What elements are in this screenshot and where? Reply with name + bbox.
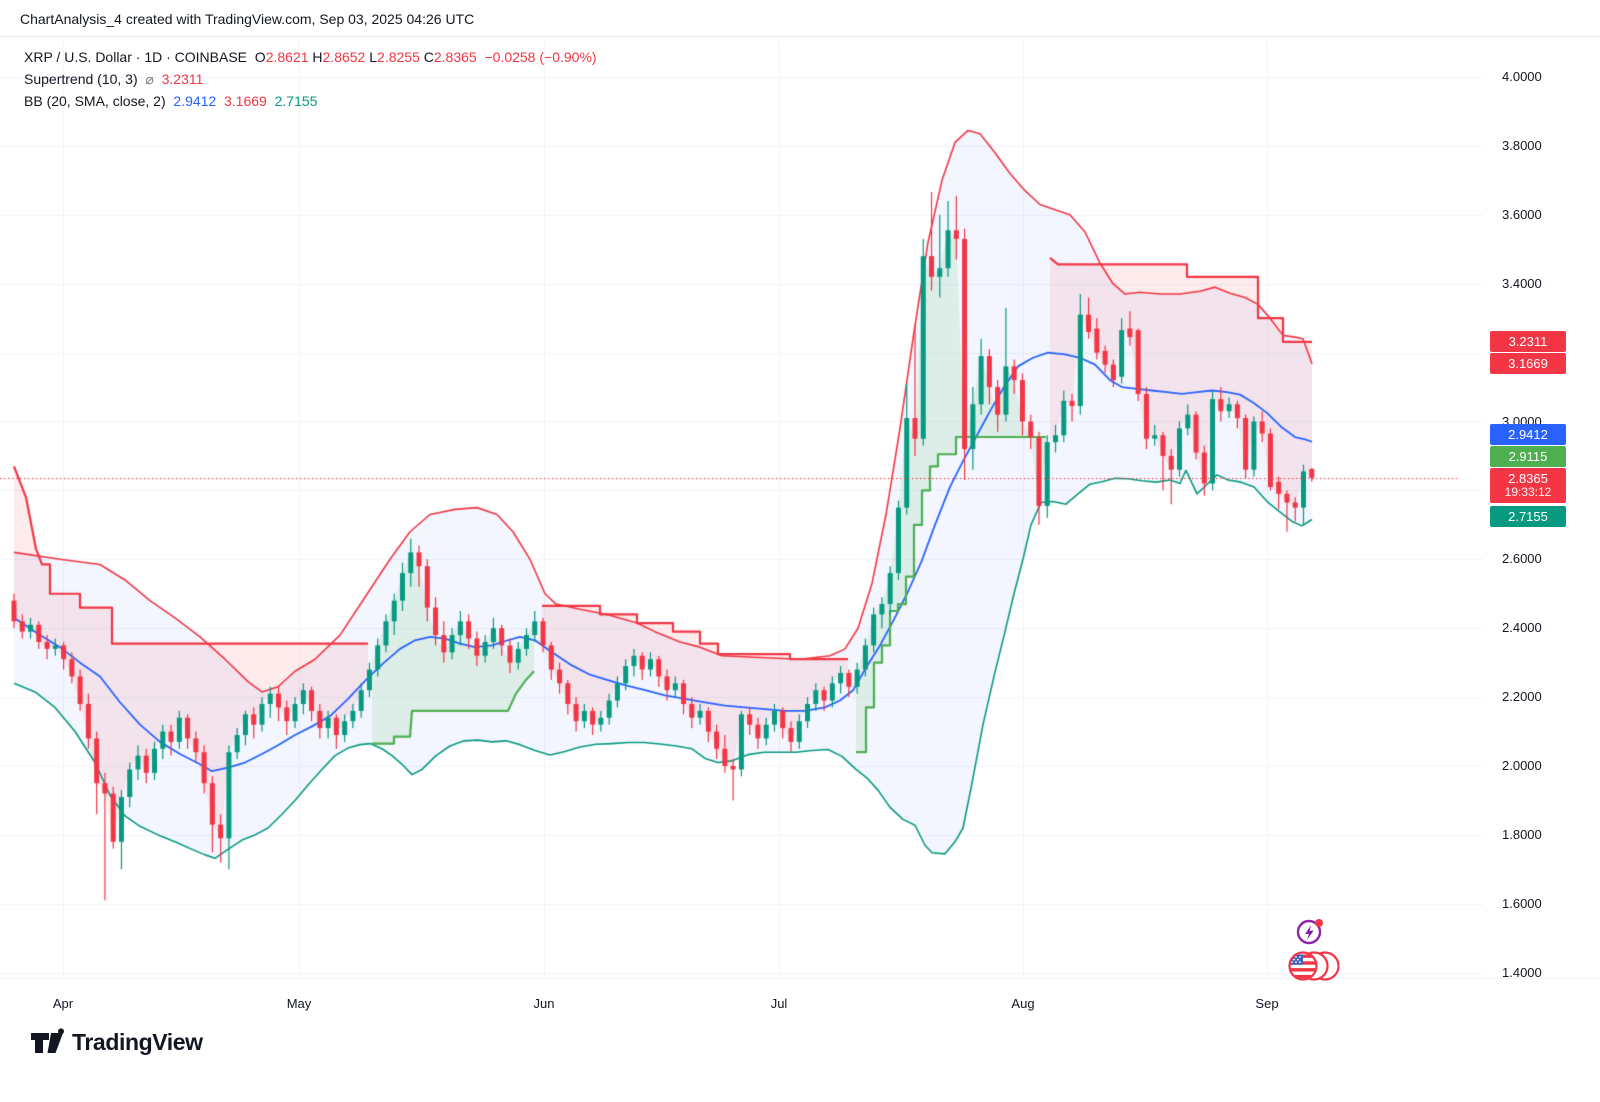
legend-row-2[interactable]: BB (20, SMA, close, 2) 2.9412 3.1669 2.7… (24, 90, 597, 112)
month-label-apr: Apr (52, 996, 74, 1011)
legend-text: L (365, 49, 378, 65)
legend-text: O (247, 49, 266, 65)
badge-value: 2.9412 (1508, 427, 1548, 442)
badge-value: 2.7155 (1508, 509, 1548, 524)
price-tick-label: 2.4000 (1502, 620, 1542, 636)
legend-row-1[interactable]: Supertrend (10, 3) ⌀ 3.2311 (24, 68, 597, 90)
page-title: ChartAnalysis_4 created with TradingView… (20, 11, 475, 27)
legend-text: BB (20, SMA, close, 2) (24, 93, 166, 109)
countdown-timer: 19:33:12 (1504, 485, 1552, 499)
legend-text: 2.7155 (266, 93, 318, 109)
price-tick-label: 2.2000 (1502, 689, 1542, 705)
price-tick-label: 3.6000 (1502, 206, 1542, 222)
price-tick-label: 1.8000 (1502, 826, 1542, 842)
month-label-jun: Jun (533, 996, 555, 1011)
price-tick-label: 3.4000 (1502, 275, 1542, 291)
price-tick-label: 1.6000 (1502, 895, 1542, 911)
legend-text: C (419, 49, 434, 65)
legend-text: ⌀ (137, 71, 162, 87)
legend-text: 2.8652 (322, 49, 366, 65)
price-tick-label: 4.0000 (1502, 69, 1542, 84)
badge-value: 2.8365 (1508, 471, 1548, 486)
legend-text: 3.2311 (161, 71, 204, 87)
month-label-jul: Jul (770, 996, 788, 1011)
legend-text: Supertrend (10, 3) (24, 71, 138, 87)
legend-text: −0.0258 (−0.90%) (476, 49, 597, 65)
tradingview-logo-text: TradingView (72, 1028, 203, 1055)
price-tick-label: 1.4000 (1502, 964, 1542, 980)
legend-text: 2.9412 (165, 93, 217, 109)
badge-value: 3.2311 (1508, 334, 1548, 349)
bb-basis-value-badge: 2.9412 (1490, 424, 1566, 445)
month-label-may: May (286, 996, 312, 1011)
legend-text: 3.1669 (216, 93, 267, 109)
legend-text: H (308, 49, 323, 65)
price-tick-label: 2.0000 (1502, 758, 1542, 773)
supertrend-value-badge: 3.2311 (1490, 331, 1566, 352)
month-label-aug: Aug (1011, 996, 1035, 1011)
bb-lower-value-badge: 2.7155 (1490, 506, 1566, 527)
tradingview-logo-icon (31, 1028, 64, 1053)
badge-value: 2.9115 (1508, 449, 1548, 464)
usd-coins-icon[interactable] (1288, 950, 1340, 988)
header-divider (0, 36, 1600, 37)
badge-value: 3.1669 (1508, 356, 1548, 371)
bb-upper-value-badge: 3.1669 (1490, 353, 1566, 374)
tradingview-logo[interactable]: TradingView (30, 1028, 203, 1056)
legend-text: XRP / U.S. Dollar · 1D · COINBASE (24, 49, 248, 65)
legend-text: 2.8255 (377, 49, 420, 65)
legend-text: 2.8365 (433, 49, 477, 65)
last-price-badge: 2.8365 19:33:12 (1490, 468, 1566, 503)
legend-text: 2.8621 (265, 49, 309, 65)
legend-row-0[interactable]: XRP / U.S. Dollar · 1D · COINBASE O2.862… (24, 46, 597, 68)
price-tick-label: 3.8000 (1502, 137, 1542, 153)
chart-legend[interactable]: XRP / U.S. Dollar · 1D · COINBASE O2.862… (24, 46, 597, 112)
month-label-sep: Sep (1255, 996, 1279, 1011)
ai-flash-icon[interactable] (1296, 918, 1324, 951)
price-tick-label: 2.6000 (1502, 551, 1542, 567)
indicator-value-badge: 2.9115 (1490, 446, 1566, 467)
